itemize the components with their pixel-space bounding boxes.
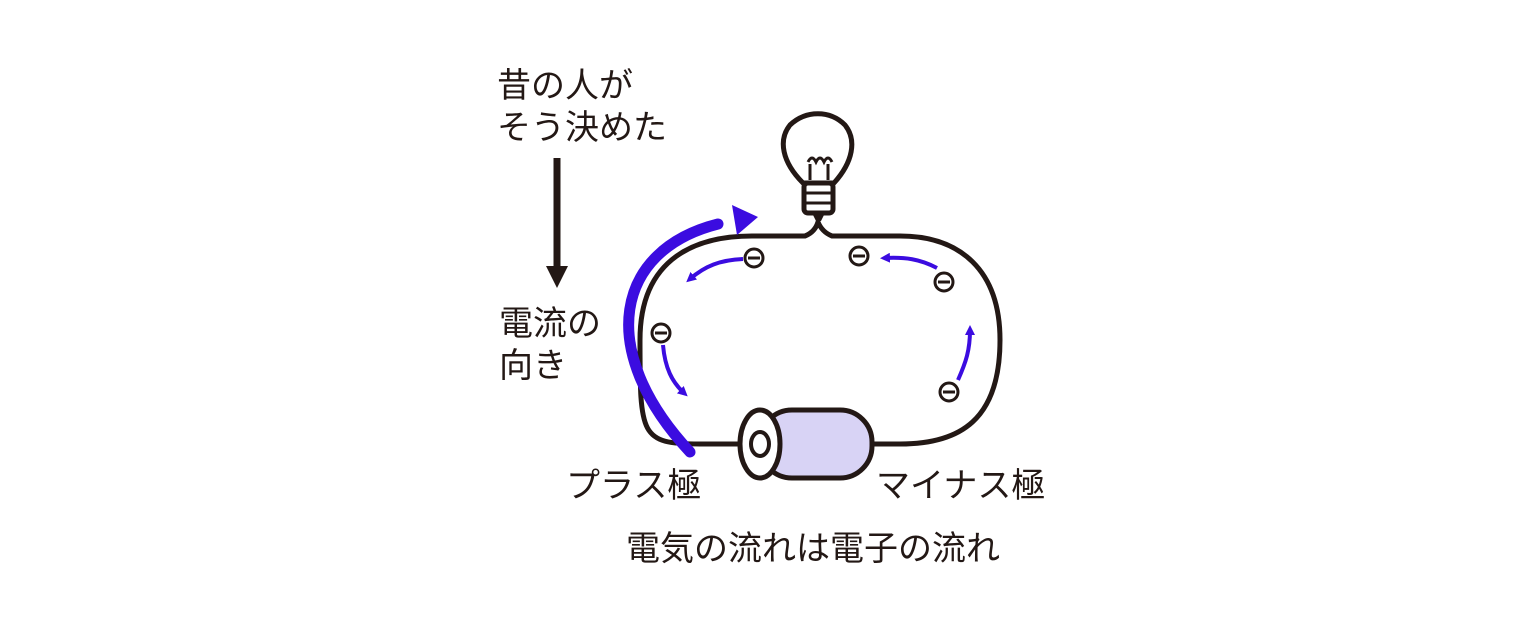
electron-flow-arrow [880, 252, 938, 270]
electron-icon [938, 381, 960, 403]
electron-icon [933, 271, 955, 293]
electron-icon [848, 245, 870, 267]
electron-flow-arrow [956, 325, 975, 381]
battery-icon [737, 407, 875, 481]
current-label-line1: 電流の [499, 304, 601, 344]
history-note-line2: そう決めた [497, 108, 667, 148]
electron-flow-arrows [661, 252, 975, 397]
minus-pole-label: マイナス極 [876, 466, 1046, 506]
historical-direction-arrow [546, 158, 568, 288]
current-direction-arrow [623, 205, 758, 458]
light-bulb-icon [780, 111, 855, 221]
history-note-line1: 昔の人が [497, 66, 633, 106]
plus-pole-label: プラス極 [566, 466, 702, 506]
circuit-wire [637, 219, 1003, 447]
electrons [650, 245, 960, 403]
electron-flow-arrow [686, 257, 744, 283]
caption: 電気の流れは電子の流れ [626, 529, 1000, 569]
electron-icon [650, 322, 672, 344]
electron-flow-arrow [661, 344, 688, 397]
current-label-line2: 向き [499, 346, 567, 386]
electron-icon [743, 247, 765, 269]
